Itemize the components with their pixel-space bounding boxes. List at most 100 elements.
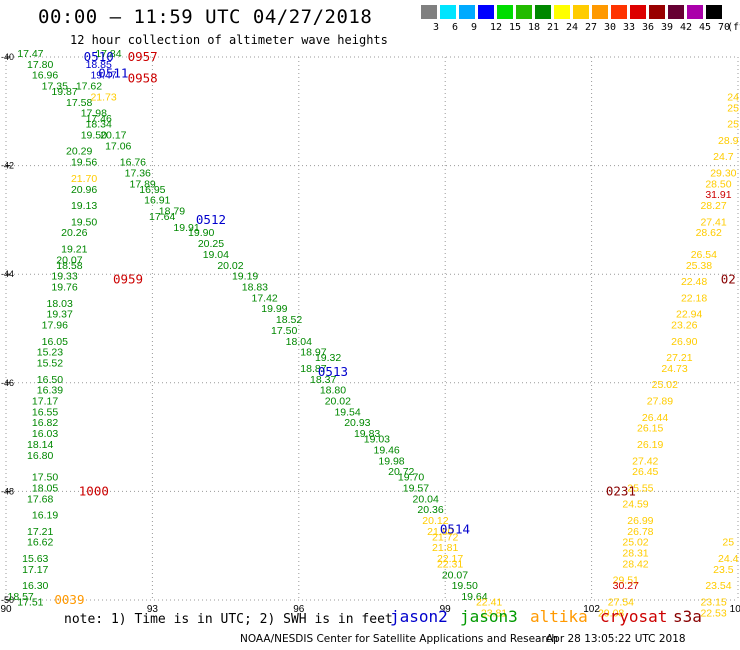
data-point-label: 19.64 [461,591,487,603]
data-point-label: 16.39 [37,385,63,397]
data-point-label: 16.55 [32,406,58,418]
color-swatch [649,5,665,19]
data-point-label: 22.18 [681,292,707,304]
data-point-label: 28.9 [718,135,739,147]
time-label: 0510 [84,49,114,64]
data-point-label: 27.41 [700,216,726,228]
chart-title: 00:00 – 11:59 UTC 04/27/2018 [38,6,373,28]
data-point-label: 19.50 [71,216,97,228]
data-point-label: 19.19 [232,271,258,283]
color-swatch [554,5,570,19]
data-point-label: 23.26 [671,320,697,332]
legend-jason3: jason3 [460,607,518,626]
data-point-label: 17.46 [86,113,112,125]
data-point-label: 23.81 [481,607,507,619]
data-point-label: 24.7 [713,151,734,163]
data-point-label: 17.89 [129,178,155,190]
color-swatch [478,5,494,19]
x-tick-label: 102 [583,604,600,615]
data-point-label: 24.59 [622,499,648,511]
data-point-label: 18.37 [310,374,336,386]
data-point-label: 17.51 [17,596,43,608]
data-point-label: 24.4 [718,553,739,565]
color-swatch [535,5,551,19]
time-label: 1000 [79,483,109,498]
data-point-label: 15.63 [22,553,48,565]
data-point-label: 22.53 [700,607,726,619]
data-point-label: 17.35 [42,81,68,93]
color-scale-label: 3 [433,22,440,33]
data-point-label: 19.32 [315,352,341,364]
color-swatch [706,5,722,19]
data-point-label: 19.50 [452,580,478,592]
data-point-label: 18.03 [47,298,73,310]
data-point-label: 28.31 [622,548,648,560]
data-point-label: 16.95 [139,184,165,196]
time-label: 0513 [318,364,348,379]
data-point-label: 18.83 [242,281,268,293]
data-point-label: 17.50 [32,472,58,484]
x-tick-label: 105 [730,604,740,615]
time-label: 0959 [113,272,143,287]
data-point-label: 22.94 [676,309,702,321]
data-point-label: 17.64 [149,211,175,223]
data-point-label: 20.26 [61,227,87,239]
data-point-label: 16.76 [120,157,146,169]
data-point-label: 26.99 [627,515,653,527]
data-point-label: 19.33 [51,271,77,283]
data-point-label: 22.41 [476,596,502,608]
data-point-label: 25.38 [686,260,712,272]
data-point-label: 28.42 [622,558,648,570]
data-point-label: 20.25 [198,238,224,250]
data-point-label: 20.96 [71,184,97,196]
color-scale-label: 15 [509,22,522,33]
data-point-label: 19.21 [61,243,87,255]
data-point-label: 15.52 [37,358,63,370]
data-point-label: 17.62 [76,81,102,93]
legend-s3a: s3a [673,607,702,626]
data-point-label: 17.50 [271,325,297,337]
data-point-label: 26.44 [642,412,668,424]
color-scale-label: 24 [566,22,579,33]
data-point-label: 19.83 [354,428,380,440]
data-point-label: 21.80 [427,526,453,538]
data-point-label: 17.58 [66,97,92,109]
data-point-label: 19.76 [51,281,77,293]
data-point-label: 19.13 [71,200,97,212]
data-point-label: 19.57 [403,482,429,494]
data-point-label: 22.31 [437,558,463,570]
color-swatch [459,5,475,19]
data-point-label: 26.45 [632,466,658,478]
data-point-label: 18.80 [320,385,346,397]
color-swatch [630,5,646,19]
data-point-label: 25.55 [627,482,653,494]
data-point-label: 16.19 [32,510,58,522]
data-point-label: 31.91 [705,189,731,201]
data-point-label: 26.90 [671,336,697,348]
color-scale-label: 6 [452,22,459,33]
x-tick-label: 90 [0,604,12,615]
data-point-label: 17.17 [32,396,58,408]
color-scale-label: 33 [623,22,636,33]
data-point-label: 17.68 [27,493,53,505]
color-scale-label: 30 [604,22,617,33]
data-point-label: 18.34 [86,119,112,131]
data-point-label: 26.78 [627,526,653,538]
generated-timestamp: Apr 28 13:05:22 UTC 2018 [546,633,686,645]
color-swatch [573,5,589,19]
data-point-label: 18.04 [286,336,312,348]
x-tick-label: 96 [293,604,305,615]
data-point-label: 16.30 [22,580,48,592]
data-point-label: 19.99 [261,303,287,315]
data-point-label: 20.36 [417,504,443,516]
data-point-label: 19.70 [398,472,424,484]
data-point-label: 16.50 [37,374,63,386]
data-point-label: 27.21 [666,352,692,364]
data-point-label: 20.02 [325,396,351,408]
data-point-label: 17.98 [81,108,107,120]
data-point-label: 20.02 [217,260,243,272]
data-point-label: 17.17 [22,564,48,576]
data-point-label: 17.06 [105,140,131,152]
color-scale-label: 42 [680,22,693,33]
